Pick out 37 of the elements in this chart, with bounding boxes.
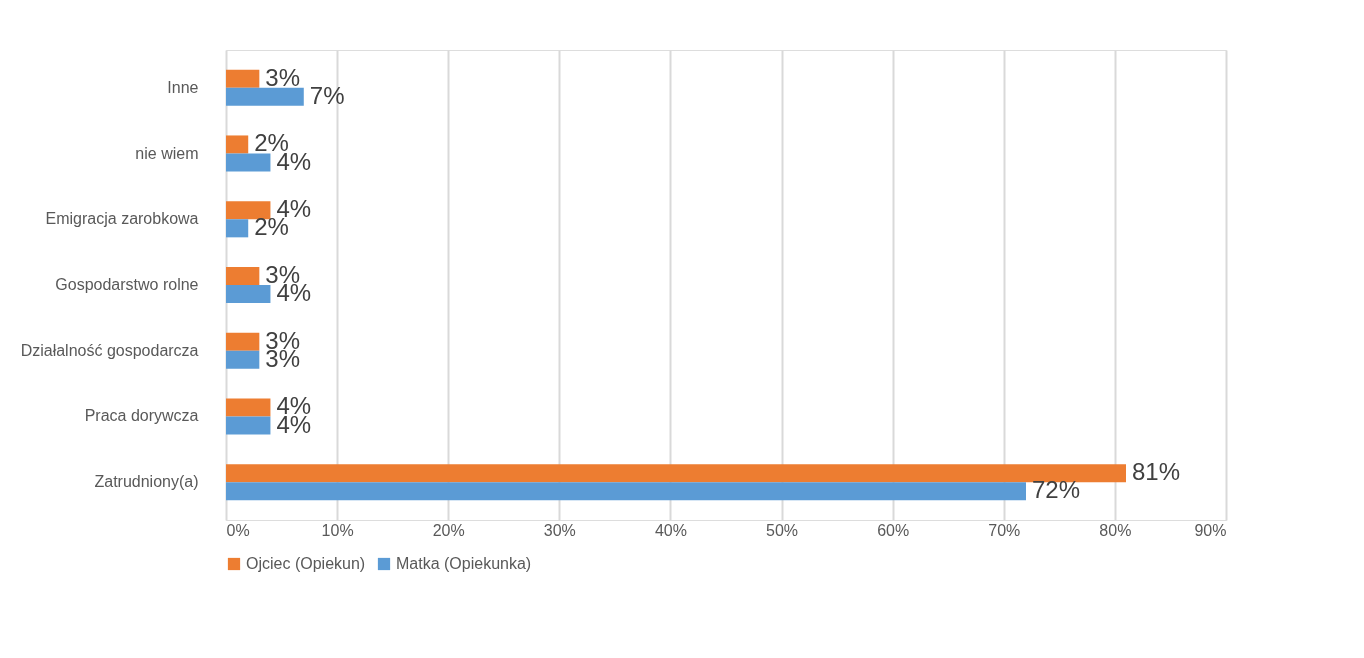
x-tick-label: 80% — [1099, 521, 1132, 539]
y-tick-label: Zatrudniony(a) — [94, 473, 199, 491]
legend-label: Matka (Opiekunka) — [396, 555, 532, 572]
x-tick-label: 60% — [877, 521, 910, 539]
x-tick-label: 30% — [543, 521, 576, 539]
data-label: 3% — [265, 63, 301, 91]
bar — [226, 153, 271, 172]
y-tick-label: Emigracja zarobkowa — [45, 210, 199, 228]
bar — [226, 201, 271, 220]
x-tick-label: 0% — [226, 521, 250, 539]
x-tick-label: 40% — [654, 521, 687, 539]
bar — [226, 350, 260, 369]
data-label: 81% — [1132, 458, 1181, 486]
y-tick-label: Praca dorywcza — [84, 407, 199, 425]
x-tick-label: 70% — [988, 521, 1021, 539]
data-label: 7% — [309, 81, 345, 109]
x-tick-label: 10% — [321, 521, 354, 539]
bar — [226, 87, 304, 106]
bar — [226, 135, 249, 154]
data-label: 72% — [1032, 476, 1081, 504]
x-tick-label: 50% — [766, 521, 799, 539]
bar — [226, 416, 271, 435]
y-tick-label: Gospodarstwo rolne — [55, 276, 199, 293]
y-tick-label: Inne — [167, 78, 199, 96]
bar — [226, 285, 271, 304]
bar — [226, 398, 271, 417]
bar — [226, 266, 260, 285]
legend-label: Ojciec (Opiekun) — [246, 555, 366, 572]
x-tick-label: 90% — [1194, 521, 1227, 539]
bar — [226, 464, 1126, 483]
x-tick-label: 20% — [432, 521, 465, 539]
y-tick-label: nie wiem — [135, 144, 199, 162]
bar — [226, 332, 260, 351]
bar — [226, 219, 249, 238]
bar — [226, 482, 1026, 501]
bar — [226, 69, 260, 88]
y-tick-label: Działalność gospodarcza — [20, 341, 199, 359]
